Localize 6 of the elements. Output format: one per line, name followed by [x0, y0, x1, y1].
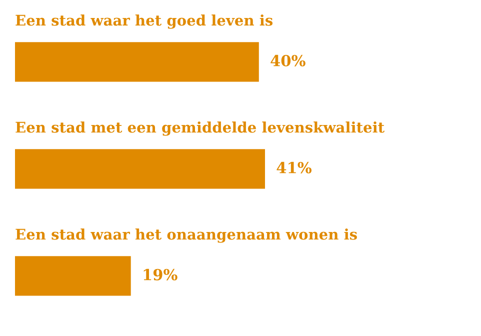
data-label: 40% — [270, 54, 306, 66]
y-tick-label: Een stad waar het goed leven is — [16, 14, 273, 29]
y-tick-label: Een stad waar het onaangenaam wonen is — [16, 228, 357, 243]
data-label: 41% — [276, 162, 312, 174]
data-label: 19% — [144, 268, 178, 280]
y-tick-label: Een stad met een gemiddelde levenskwaliteit — [16, 121, 385, 136]
